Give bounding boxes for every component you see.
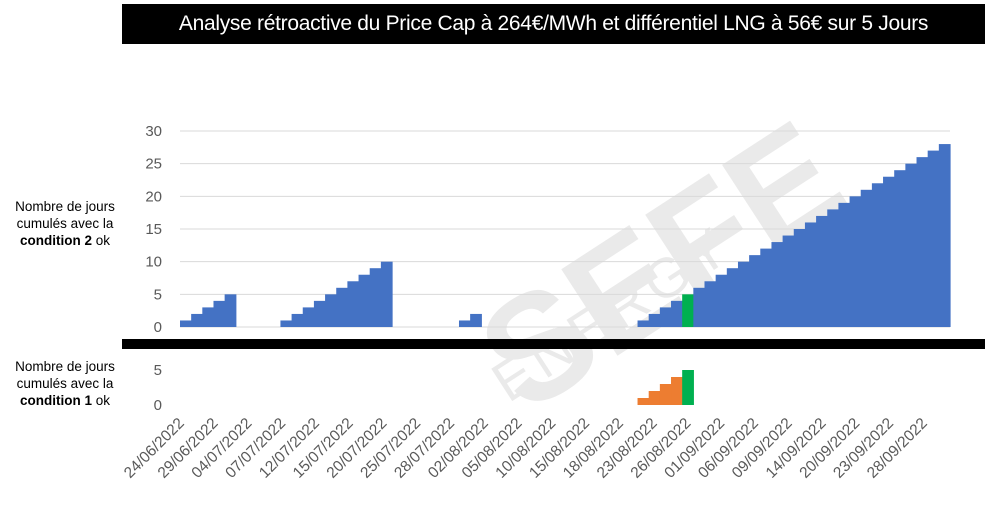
bar [637,398,650,405]
y-label-top-tail: ok [91,233,110,248]
y-label-top-line2: cumulés avec la [16,216,114,231]
bar [905,163,918,327]
bar [347,281,360,327]
y-tick-label: 20 [145,188,162,205]
bar [849,196,862,327]
bar [782,235,795,327]
bar [336,287,348,327]
y-label-bottom-bold: condition 1 [19,393,92,408]
bar [659,307,672,327]
bar [302,307,315,327]
chart-title: Analyse rétroactive du Price Cap à 264€/… [122,4,985,44]
bar [648,313,661,327]
y-tick-label: 0 [154,319,162,336]
bar [682,294,694,327]
bar [827,209,840,327]
y-tick-label: 5 [154,362,162,379]
bar [358,274,371,327]
bar [749,255,761,327]
bar [793,229,806,327]
bar [804,222,817,327]
bar [648,391,661,405]
bar [191,313,203,327]
bar [693,287,706,327]
y-axis-label-condition-1: Nombre de jours cumulés avec la conditio… [4,358,126,409]
bar [860,189,873,327]
bar [704,281,717,327]
y-label-bottom-tail: ok [91,393,110,408]
bar [682,370,694,405]
bar [369,268,382,327]
panel-divider [122,339,985,349]
bar [380,261,393,327]
bar [883,176,895,327]
y-tick-label: 30 [145,123,162,140]
bar [938,144,951,327]
bar [894,170,906,327]
y-label-top-bold: condition 2 [19,233,92,248]
bar [659,384,672,405]
bar [760,248,773,327]
bar [737,261,750,327]
y-tick-label: 25 [145,156,162,173]
bar [202,307,215,327]
bar [715,274,728,327]
bar [280,320,293,327]
bar [726,268,739,327]
bar [816,215,828,327]
y-label-bottom-line1: Nombre de jours [15,359,115,374]
bar [927,150,940,327]
bar [224,294,237,327]
bar [213,300,226,327]
y-tick-label: 5 [154,286,162,303]
y-axis-label-condition-2: Nombre de jours cumulés avec la conditio… [4,198,126,249]
bar [671,377,683,405]
bar [771,242,784,327]
bar [458,320,471,327]
y-label-top-line1: Nombre de jours [15,199,115,214]
bar [313,300,326,327]
bar [671,300,683,327]
y-tick-label: 10 [145,254,162,271]
bar [838,202,851,327]
bar [325,294,337,327]
y-tick-label: 0 [154,397,162,414]
y-tick-label: 15 [145,221,162,238]
bar [180,320,192,327]
bar [871,183,884,327]
y-label-bottom-line2: cumulés avec la [16,376,114,391]
bar [916,157,929,327]
bar [291,313,304,327]
bar [470,313,482,327]
bar [637,320,650,327]
